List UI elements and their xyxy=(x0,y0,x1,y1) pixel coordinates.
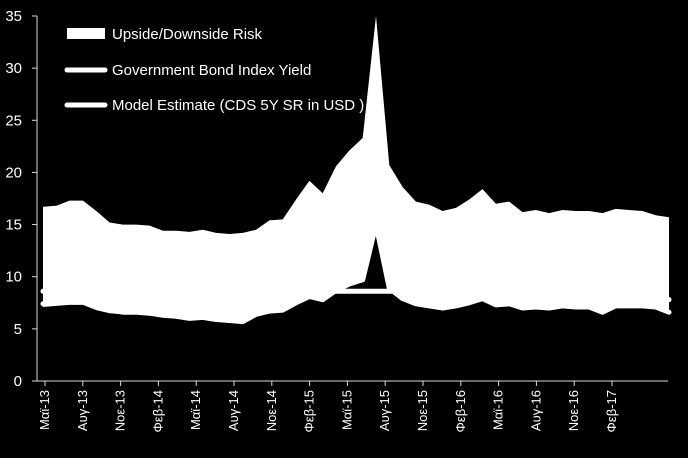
series-bond-yield-line xyxy=(40,222,672,325)
x-tick-label: Αυγ-16 xyxy=(528,390,543,431)
y-tick-label: 30 xyxy=(5,60,22,77)
legend-swatch-band xyxy=(67,28,105,39)
series-band-area xyxy=(43,16,669,324)
y-tick-label: 15 xyxy=(5,217,22,234)
x-tick-label: Μαϊ-13 xyxy=(37,390,52,430)
x-tick-label: Νοε-13 xyxy=(113,390,128,431)
plot-area xyxy=(40,16,672,325)
x-tick-label: Νοε-16 xyxy=(566,390,581,431)
x-tick-label: Φεβ-16 xyxy=(453,390,468,432)
x-tick-label: Φεβ-17 xyxy=(604,390,619,432)
y-tick-label: 25 xyxy=(5,112,22,129)
y-tick-label: 35 xyxy=(5,8,22,25)
x-tick-label: Μαϊ-16 xyxy=(491,390,506,430)
x-tick-label: Φεβ-15 xyxy=(302,390,317,432)
x-axis: Μαϊ-13 Αυγ-13 Νοε-13 Φεβ-14 Μαϊ-14 Αυγ-14 Νοε-… xyxy=(37,380,668,432)
x-tick-label: Αυγ-14 xyxy=(226,390,241,431)
x-tick-label: Μαϊ-14 xyxy=(188,390,203,430)
legend-label-band: Upside/Downside Risk xyxy=(112,26,263,43)
x-tick-label: Νοε-14 xyxy=(264,390,279,431)
x-tick-label: Αυγ-13 xyxy=(75,390,90,431)
y-tick-label: 5 xyxy=(14,321,22,338)
x-tick-label: Μαϊ-15 xyxy=(339,390,354,430)
legend-label-bond-yield: Government Bond Index Yield xyxy=(112,62,311,79)
legend-label-model-estimate: Model Estimate (CDS 5Y SR in USD ) xyxy=(112,97,364,114)
x-tick-label: Νοε-15 xyxy=(415,390,430,431)
y-tick-label: 10 xyxy=(5,269,22,286)
legend: Upside/Downside Risk Government Bond Ind… xyxy=(64,26,364,114)
y-tick-label: 0 xyxy=(14,373,22,390)
x-tick-label: Αυγ-15 xyxy=(377,390,392,431)
y-axis: 0 5 10 15 20 25 30 35 xyxy=(5,8,38,390)
series-model-estimate-line xyxy=(40,288,672,303)
x-tick-label: Φεβ-14 xyxy=(150,390,165,432)
y-tick-label: 20 xyxy=(5,164,22,181)
